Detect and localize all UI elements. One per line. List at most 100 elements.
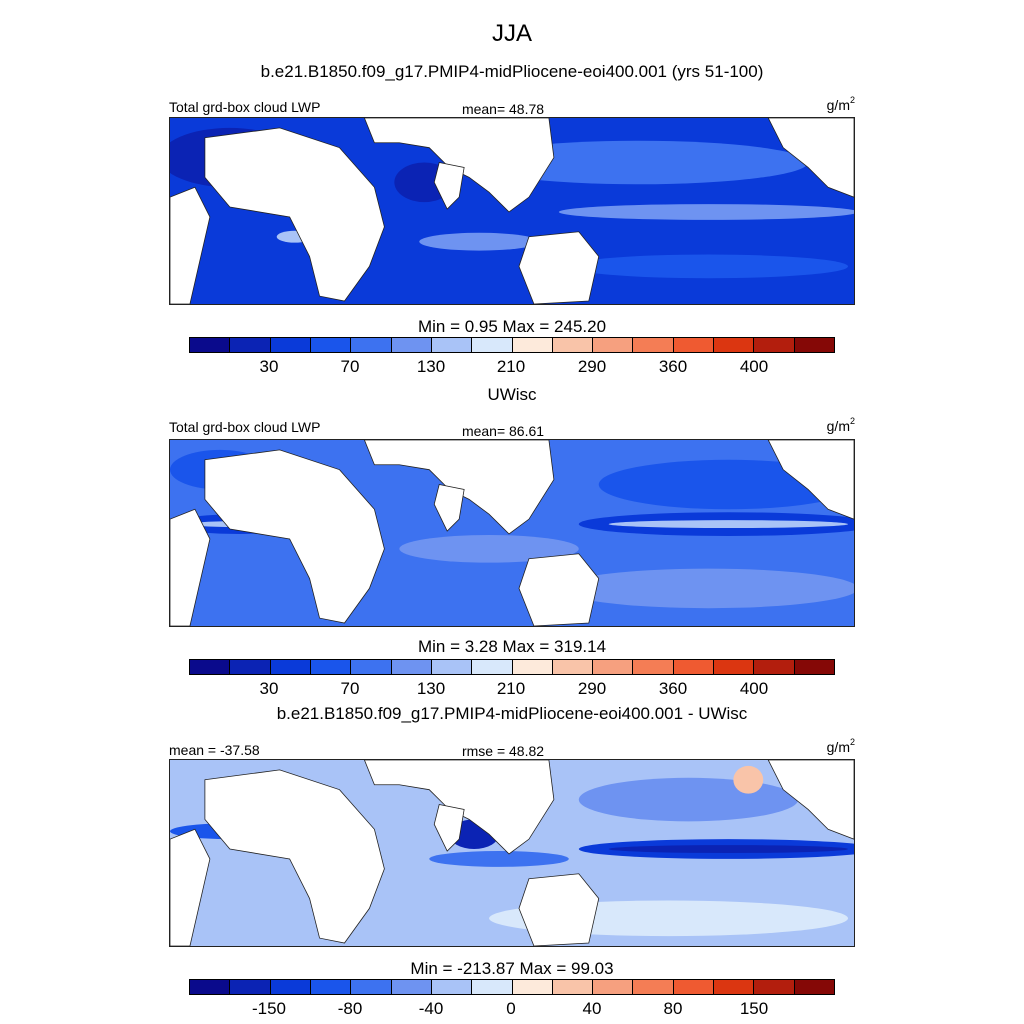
panel2-colorbar — [189, 659, 835, 675]
panel3-field-npac-mid — [578, 777, 799, 822]
panel1-field-spac — [568, 254, 849, 279]
panel1-colorbar-seg-7 — [431, 338, 473, 352]
panel2-colorbar-seg-6 — [391, 660, 432, 674]
panel3-eurasia — [364, 760, 555, 855]
panel2-colorbar-seg-9 — [512, 660, 553, 674]
panel3-colorbar-seg-7 — [431, 980, 473, 994]
panel2-colorbar-seg-5 — [351, 660, 392, 674]
panel3-colorbar-seg-9 — [512, 980, 553, 994]
panel3-colorbar — [189, 979, 835, 995]
panel1-field-sio — [419, 232, 539, 251]
panel2-colorbar-seg-14 — [714, 660, 755, 674]
panel3-colorbar-seg-1 — [190, 980, 231, 994]
panel3-colorbar-tick-3: -40 — [418, 999, 444, 1018]
panel1-colorbar-seg-14 — [714, 338, 755, 352]
panel2-colorbar-seg-3 — [270, 660, 311, 674]
panel1-africa — [204, 127, 385, 302]
panel1-colorbar-seg-6 — [391, 338, 432, 352]
panel1-field-npac-light — [469, 140, 809, 185]
panel3-colorbar-seg-5 — [351, 980, 392, 994]
panel2-variable-label: Total grd-box cloud LWP — [169, 419, 321, 435]
panel3-colorbar-seg-4 — [310, 980, 352, 994]
panel2-minmax: Min = 3.28 Max = 319.14 — [417, 637, 607, 656]
panel1-colorbar-tick-2: 70 — [340, 357, 360, 376]
panel1-colorbar-seg-16 — [794, 338, 834, 352]
panel1-india — [433, 162, 465, 210]
panel3-north-america — [767, 760, 854, 840]
panel3-africa — [204, 769, 385, 944]
panel2-field-spac — [558, 568, 854, 609]
panel3-colorbar-seg-12 — [633, 980, 674, 994]
panel1-subtitle: b.e21.B1850.f09_g17.PMIP4-midPliocene-eo… — [260, 62, 764, 81]
panel2-colorbar-seg-16 — [794, 660, 834, 674]
panel2-colorbar-seg-10 — [552, 660, 594, 674]
panel1-colorbar-tick-1: 30 — [259, 357, 279, 376]
panel3-colorbar-tick-1: -150 — [251, 999, 287, 1018]
panel3-colorbar-seg-3 — [270, 980, 311, 994]
figure-title: JJA — [491, 20, 533, 47]
panel1-north-america — [767, 118, 854, 198]
panel1-colorbar-seg-9 — [512, 338, 553, 352]
panel1-variable-label: Total grd-box cloud LWP — [169, 99, 321, 115]
panel2-colorbar-tick-7: 400 — [739, 679, 769, 698]
panel1-colorbar-seg-11 — [593, 338, 634, 352]
panel1-australia — [518, 231, 600, 304]
panel1-colorbar-tick-3: 130 — [416, 357, 446, 376]
panel1-eurasia — [364, 118, 555, 213]
panel2-colorbar-tick-1: 30 — [259, 679, 279, 698]
panel1-colorbar-tick-6: 360 — [658, 357, 688, 376]
panel1-colorbar-seg-4 — [310, 338, 352, 352]
panel3-map-svg — [170, 760, 854, 946]
panel3-mean-label: mean = -37.58 — [169, 742, 260, 758]
panel2-colorbar-seg-15 — [754, 660, 795, 674]
panel1-colorbar-seg-12 — [633, 338, 674, 352]
panel2-australia — [518, 553, 600, 626]
panel1-field-itcz — [558, 204, 854, 220]
panel2-units: g/m2 — [826, 416, 855, 434]
panel3-map — [169, 759, 855, 947]
panel2-africa — [204, 449, 385, 624]
panel2-eurasia — [364, 440, 555, 535]
panel2-colorbar-seg-11 — [593, 660, 634, 674]
panel3-colorbar-seg-11 — [593, 980, 634, 994]
panel3-rmse-label: rmse = 48.82 — [461, 743, 545, 759]
panel3-colorbar-tick-7: 150 — [739, 999, 769, 1018]
panel1-colorbar-seg-10 — [552, 338, 594, 352]
panel1-units: g/m2 — [826, 95, 855, 113]
panel1-colorbar — [189, 337, 835, 353]
panel2-colorbar-seg-13 — [673, 660, 715, 674]
panel2-colorbar-seg-12 — [633, 660, 674, 674]
panel2-map — [169, 439, 855, 627]
panel3-colorbar-seg-14 — [714, 980, 755, 994]
panel1-colorbar-seg-13 — [673, 338, 715, 352]
panel2-colorbar-seg-7 — [431, 660, 473, 674]
panel2-colorbar-seg-1 — [190, 660, 231, 674]
panel2-field-sio — [399, 534, 579, 563]
panel3-colorbar-seg-13 — [673, 980, 715, 994]
panel3-south-america — [170, 828, 211, 946]
panel2-colorbar-seg-8 — [472, 660, 513, 674]
panel3-colorbar-tick-2: -80 — [337, 999, 363, 1018]
panel1-colorbar-seg-3 — [270, 338, 311, 352]
panel1-colorbar-tick-7: 400 — [739, 357, 769, 376]
panel1-colorbar-seg-8 — [472, 338, 513, 352]
panel2-north-america — [767, 440, 854, 520]
panel1-colorbar-tick-5: 290 — [577, 357, 607, 376]
panel2-colorbar-tick-5: 290 — [577, 679, 607, 698]
panel1-colorbar-seg-15 — [754, 338, 795, 352]
panel1-colorbar-seg-2 — [230, 338, 271, 352]
panel2-colorbar-tick-2: 70 — [340, 679, 360, 698]
panel3-field-itcz-neg-core — [608, 845, 849, 853]
panel1-colorbar-seg-5 — [351, 338, 392, 352]
panel2-india — [433, 484, 465, 532]
panel3-colorbar-tick-5: 40 — [582, 999, 602, 1018]
panel3-australia — [518, 873, 600, 946]
panel3-colorbar-tick-6: 80 — [663, 999, 683, 1018]
panel2-colorbar-tick-4: 210 — [496, 679, 526, 698]
panel2-south-america — [170, 508, 211, 626]
panel1-map-svg — [170, 118, 854, 304]
panel2-mean-label: mean= 86.61 — [461, 423, 545, 439]
panel2-map-svg — [170, 440, 854, 626]
panel1-minmax: Min = 0.95 Max = 245.20 — [417, 317, 607, 336]
panel3-colorbar-seg-2 — [230, 980, 271, 994]
